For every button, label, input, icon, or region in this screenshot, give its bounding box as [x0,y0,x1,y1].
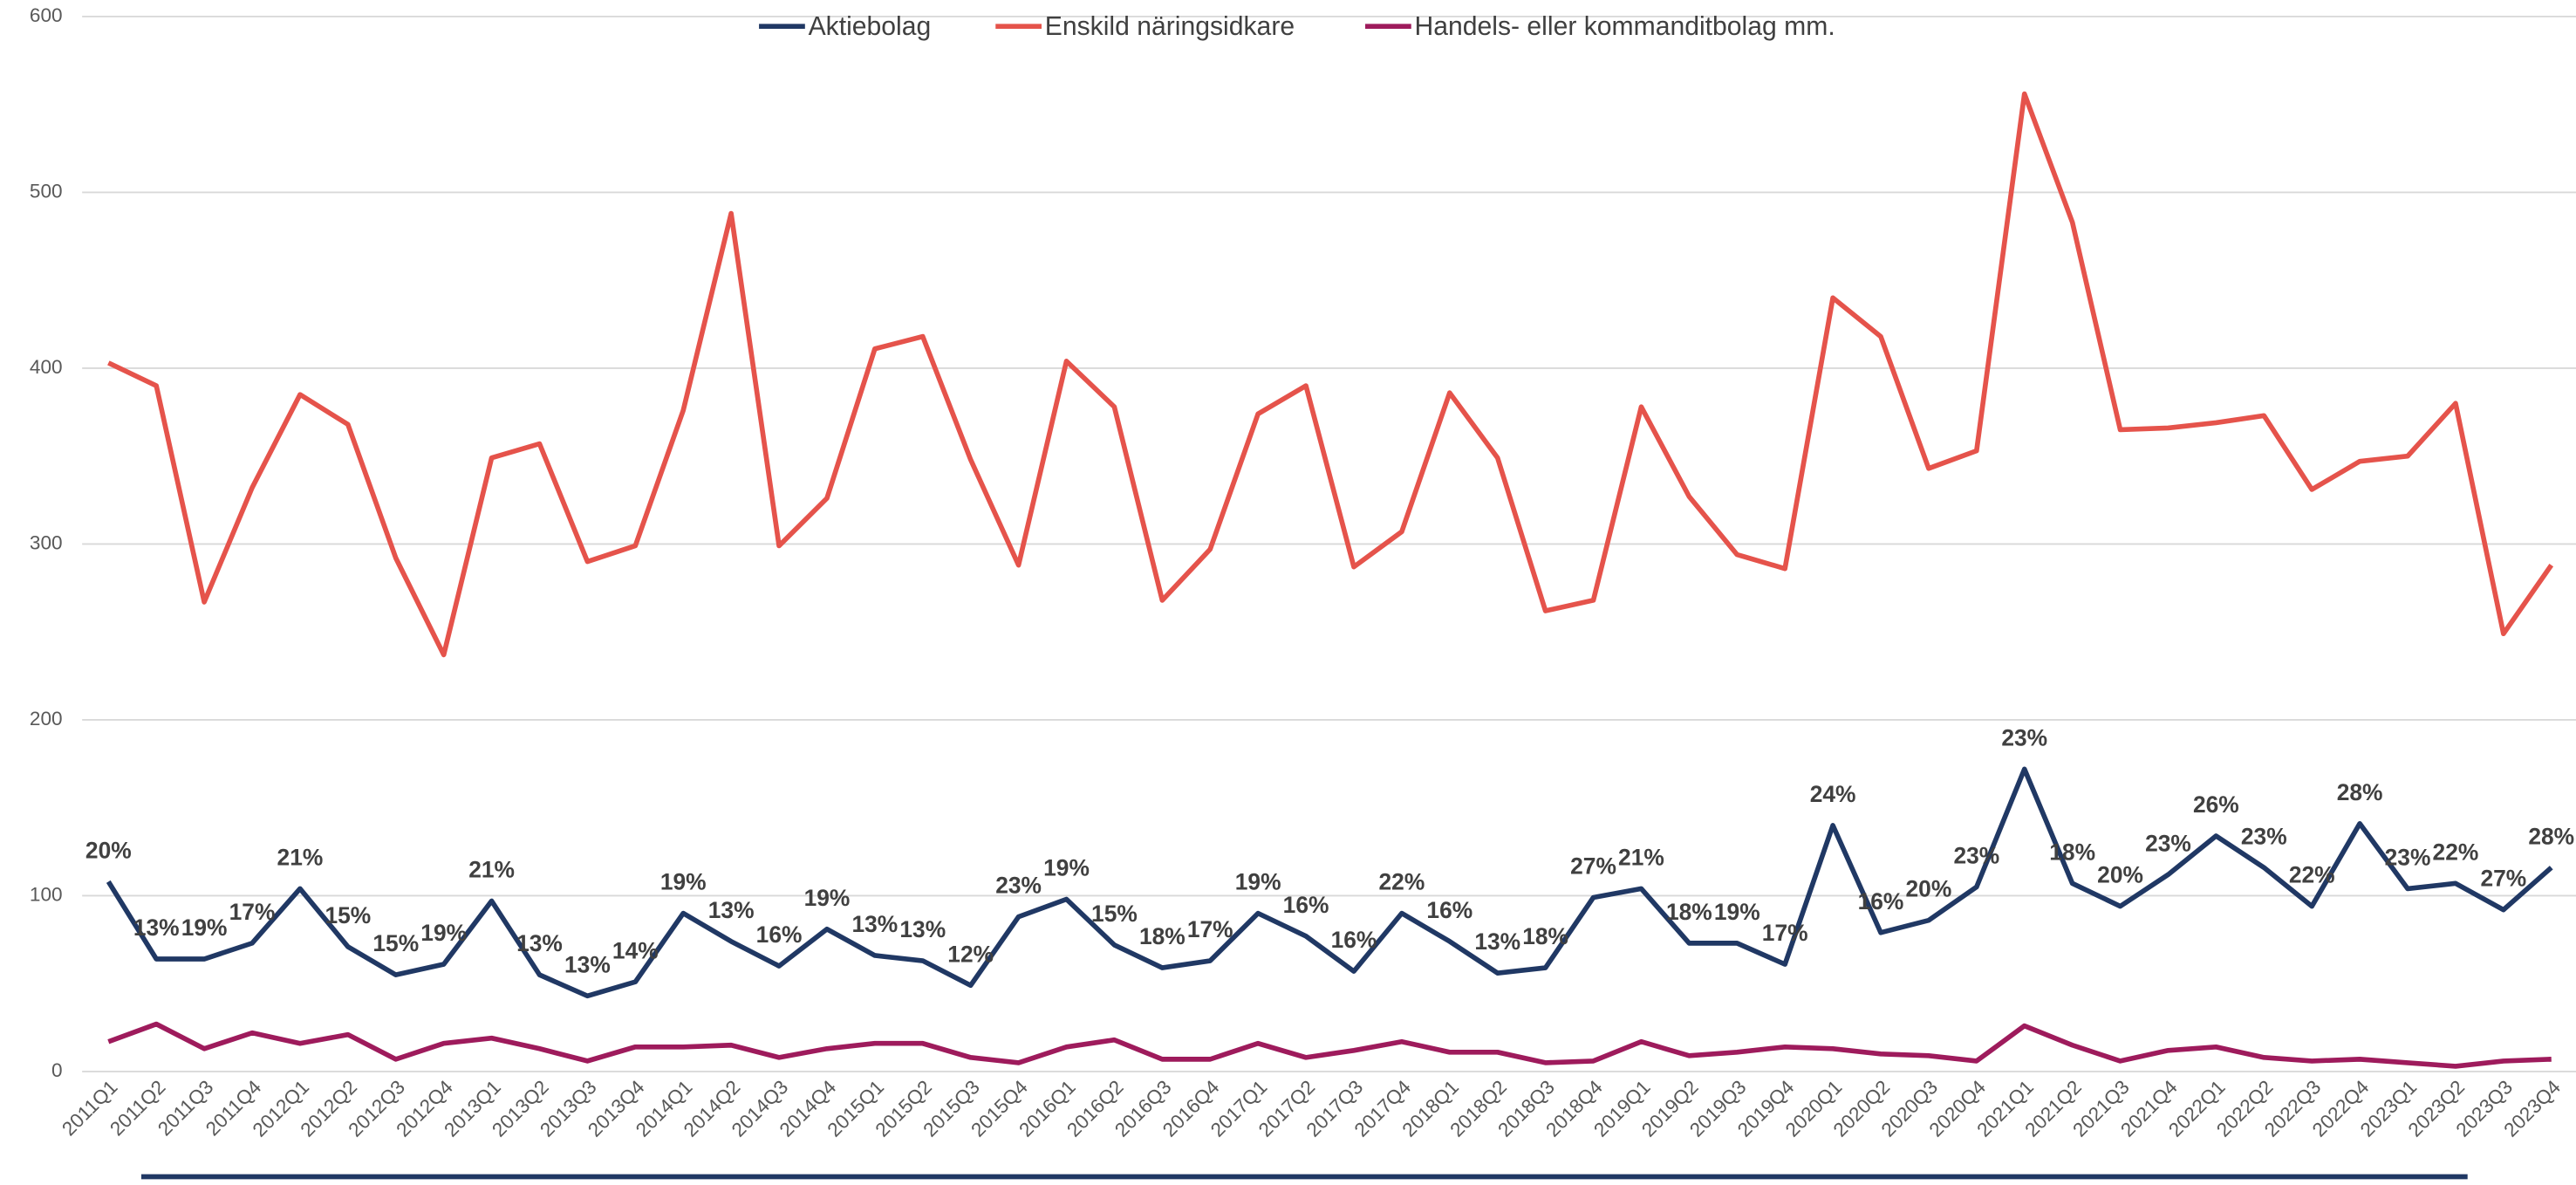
point-label: 16% [1283,892,1329,918]
point-label: 20% [1906,876,1952,902]
point-label: 17% [229,899,276,925]
legend-label: Handels- eller kommanditbolag mm. [1415,12,1835,41]
point-label: 19% [1714,899,1760,925]
point-label: 24% [1810,781,1856,807]
point-label: 18% [1522,923,1568,949]
point-label: 21% [468,857,515,883]
point-label: 13% [564,951,611,977]
point-label: 22% [2289,862,2335,888]
y-tick-label: 500 [30,180,63,202]
point-label: 23% [995,873,1042,899]
point-label: 23% [2241,823,2287,849]
point-label: 15% [372,930,419,956]
y-tick-label: 400 [30,356,63,378]
point-label: 22% [2433,839,2479,865]
point-label: 17% [1762,920,1808,946]
point-label: 27% [1570,853,1616,880]
legend-label: Enskild näringsidkare [1045,12,1295,41]
point-label: 19% [420,920,467,946]
y-tick-label: 200 [30,708,63,729]
point-label: 18% [1139,923,1186,949]
point-label: 19% [1235,869,1281,895]
series-line [107,91,2554,658]
y-tick-label: 300 [30,531,63,553]
y-tick-label: 100 [30,883,63,905]
point-label: 23% [2001,724,2047,750]
point-label: 28% [2528,823,2574,849]
point-label: 18% [2049,839,2095,865]
point-label: 13% [133,914,180,941]
point-label: 12% [947,941,994,967]
point-label: 28% [2337,779,2383,805]
point-label: 23% [1953,842,1999,868]
series-line [106,766,2553,999]
y-tick-label: 0 [51,1059,63,1081]
point-label: 17% [1187,916,1233,942]
point-label: 23% [2145,830,2191,856]
point-label: 26% [2193,791,2239,818]
point-label: 20% [85,837,132,863]
point-label: 15% [325,902,371,928]
point-label: 16% [1331,927,1377,953]
point-label: 13% [516,930,563,956]
point-label: 19% [660,869,707,895]
point-label: 27% [2480,866,2526,892]
series-line [107,1021,2552,1069]
point-label: 20% [2097,862,2143,888]
point-label: 13% [899,916,946,942]
point-label: 22% [1379,869,1425,895]
point-label: 21% [1618,844,1664,870]
point-label: 16% [1426,897,1472,923]
point-label: 13% [708,897,755,923]
point-label: 16% [756,921,803,948]
point-label: 21% [277,844,324,870]
point-label: 16% [1858,888,1904,914]
point-label: 19% [804,885,851,911]
point-label: 23% [2385,844,2431,870]
point-label: 14% [612,937,659,963]
y-tick-label: 600 [30,4,63,26]
point-label: 18% [1666,899,1712,925]
point-label: 13% [851,911,898,937]
legend-label: Aktiebolag [809,12,932,41]
point-label: 19% [1043,855,1090,881]
point-label: 13% [1474,928,1520,955]
point-label: 19% [181,914,228,941]
point-label: 15% [1091,901,1138,927]
